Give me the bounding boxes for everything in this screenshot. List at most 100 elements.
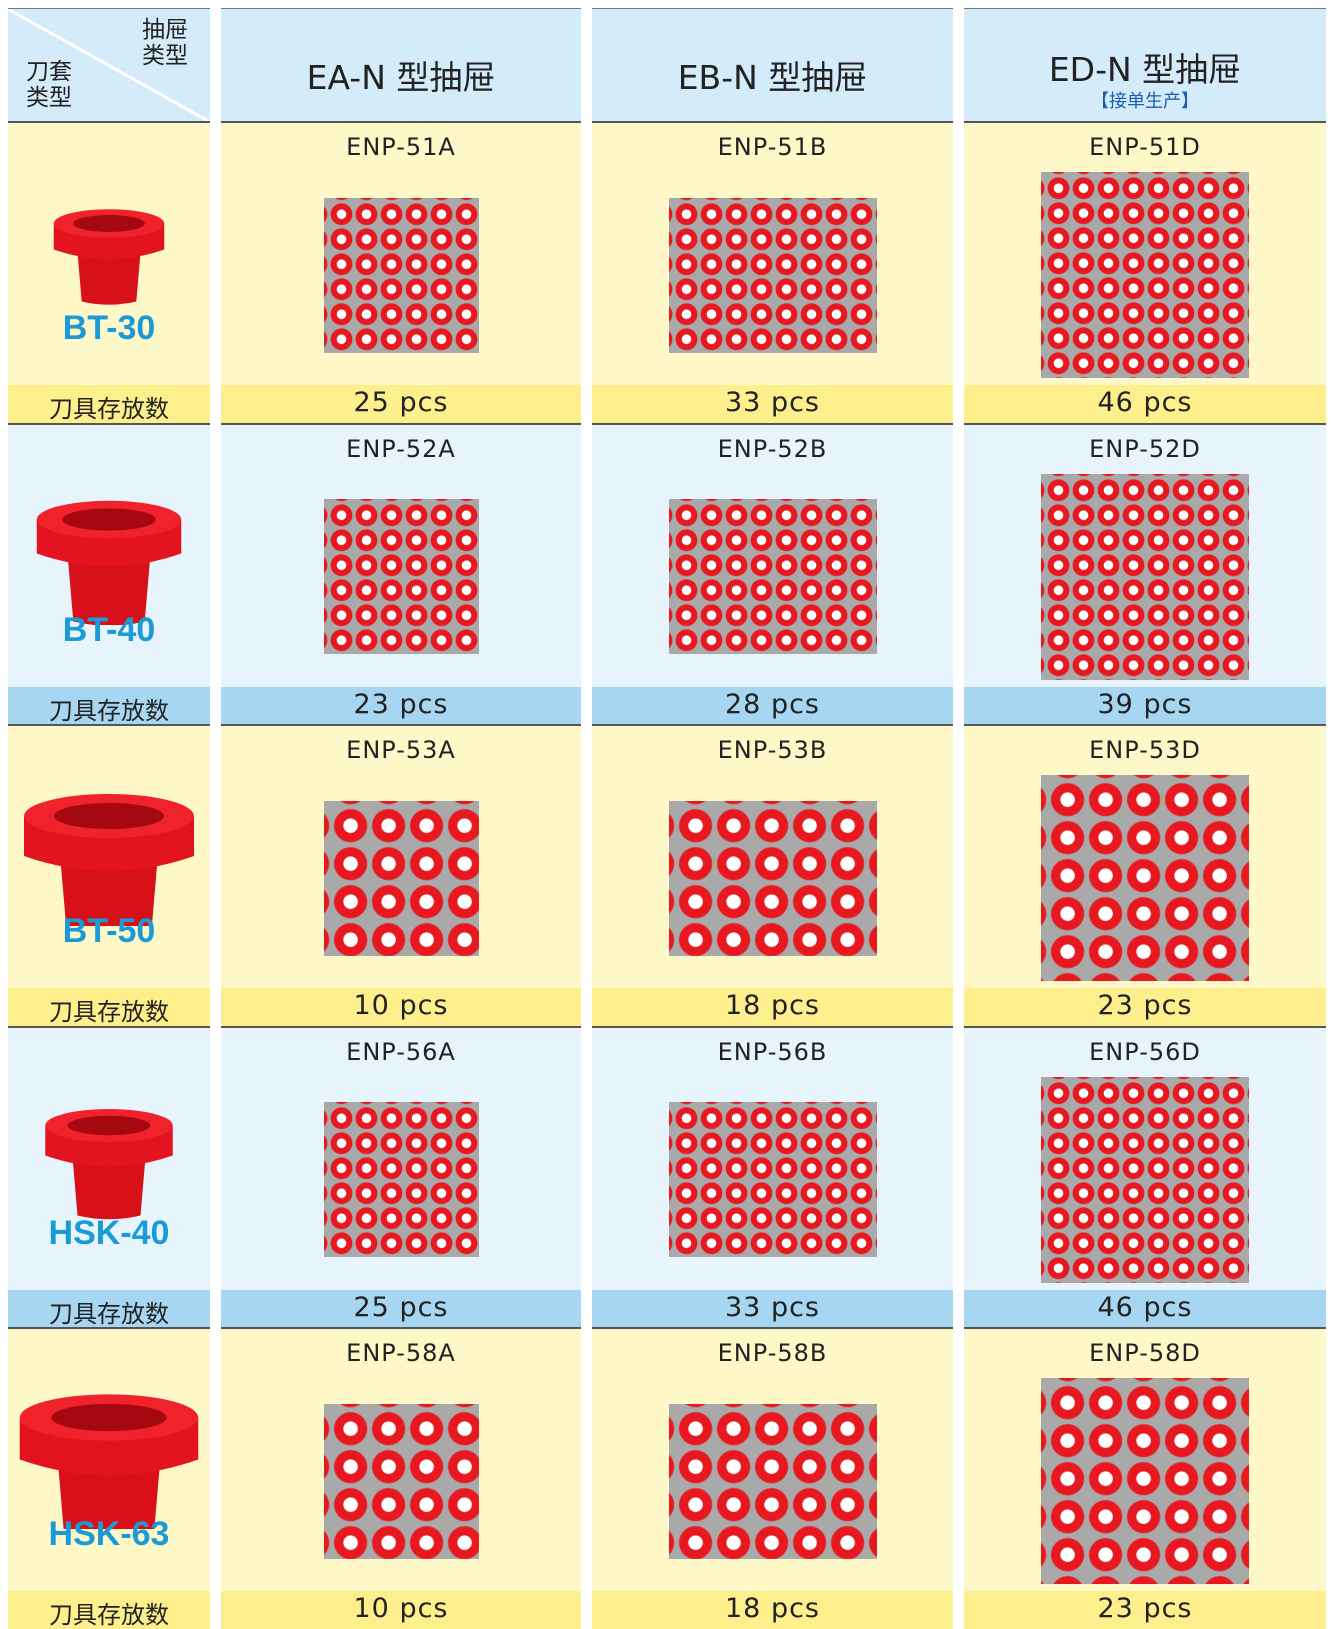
count-cell: 10 pcs bbox=[221, 1591, 581, 1629]
count-cell: 33 pcs bbox=[592, 1289, 953, 1327]
tool-label: BT-40 bbox=[62, 610, 156, 649]
tool-icon bbox=[19, 1394, 199, 1529]
drawer-image bbox=[323, 1403, 479, 1559]
count-cell: 23 pcs bbox=[964, 988, 1326, 1026]
count-value: 39 pcs bbox=[1097, 688, 1193, 720]
product-cell: ENP-56B bbox=[592, 1025, 953, 1290]
count-value: 33 pcs bbox=[725, 1291, 820, 1323]
drawer-image bbox=[1041, 473, 1249, 680]
drawer-image bbox=[668, 800, 877, 956]
drawer-image bbox=[1041, 1378, 1249, 1584]
product-cell: BT-30 bbox=[8, 121, 210, 385]
model-code: ENP-52D bbox=[1089, 434, 1201, 463]
count-cell: 刀具存放数 bbox=[8, 988, 210, 1026]
count-value: 23 pcs bbox=[1097, 1593, 1193, 1624]
product-cell: ENP-56D bbox=[964, 1025, 1326, 1290]
count-cell: 23 pcs bbox=[964, 1591, 1326, 1629]
count-cell: 刀具存放数 bbox=[8, 385, 210, 423]
product-cell: ENP-56A bbox=[221, 1025, 581, 1290]
model-code: ENP-53B bbox=[717, 736, 828, 764]
product-cell: HSK-63 bbox=[8, 1327, 210, 1591]
model-code: ENP-53D bbox=[1089, 736, 1201, 764]
model-code: ENP-56A bbox=[346, 1037, 456, 1066]
column-note: 【接单生产】 bbox=[1091, 91, 1199, 112]
count-label: 刀具存放数 bbox=[49, 395, 169, 423]
drawer-image bbox=[668, 1403, 877, 1559]
count-cell: 10 pcs bbox=[221, 988, 581, 1026]
count-value: 18 pcs bbox=[725, 1593, 820, 1624]
product-cell: BT-40 bbox=[8, 422, 210, 687]
product-cell: ENP-53D bbox=[964, 724, 1326, 988]
count-value: 25 pcs bbox=[353, 1291, 449, 1323]
tool-label: BT-50 bbox=[62, 912, 156, 950]
header-cell: ED-N 型抽屉 【接单生产】 bbox=[964, 8, 1326, 121]
drawer-image bbox=[323, 800, 479, 956]
count-cell: 18 pcs bbox=[592, 1591, 953, 1629]
product-cell: BT-50 bbox=[8, 724, 210, 988]
model-code: ENP-56B bbox=[717, 1037, 828, 1066]
count-value: 28 pcs bbox=[725, 688, 820, 720]
count-label: 刀具存放数 bbox=[49, 696, 169, 725]
column-title: ED-N 型抽屉 bbox=[1048, 50, 1242, 89]
drawer-image bbox=[1041, 775, 1249, 981]
product-cell: ENP-53A bbox=[221, 724, 581, 988]
count-label: 刀具存放数 bbox=[49, 1601, 169, 1629]
tool-icon bbox=[53, 209, 165, 305]
count-value: 23 pcs bbox=[1097, 990, 1193, 1021]
model-code: ENP-58B bbox=[717, 1339, 828, 1367]
count-value: 10 pcs bbox=[353, 1593, 449, 1624]
count-value: 25 pcs bbox=[353, 387, 449, 418]
count-value: 46 pcs bbox=[1097, 1291, 1193, 1323]
product-cell: ENP-52D bbox=[964, 422, 1326, 687]
count-cell: 刀具存放数 bbox=[8, 686, 210, 725]
product-cell: ENP-53B bbox=[592, 724, 953, 988]
model-code: ENP-52B bbox=[717, 434, 828, 463]
count-cell: 18 pcs bbox=[592, 988, 953, 1026]
count-cell: 39 pcs bbox=[964, 686, 1326, 724]
model-code: ENP-52A bbox=[346, 434, 456, 463]
count-cell: 25 pcs bbox=[221, 385, 581, 423]
drawer-image bbox=[323, 1102, 479, 1257]
tool-icon bbox=[36, 500, 182, 625]
product-cell: ENP-58B bbox=[592, 1327, 953, 1591]
model-code: ENP-58D bbox=[1089, 1339, 1201, 1367]
model-code: ENP-58A bbox=[346, 1339, 456, 1367]
model-code: ENP-56D bbox=[1089, 1037, 1201, 1066]
drawer-image bbox=[1041, 1076, 1249, 1283]
tool-label: HSK-40 bbox=[48, 1213, 170, 1252]
model-code: ENP-53A bbox=[346, 736, 456, 764]
count-value: 33 pcs bbox=[725, 387, 820, 418]
count-cell: 25 pcs bbox=[221, 1289, 581, 1327]
header-cell: EA-N 型抽屉 bbox=[221, 8, 581, 121]
count-value: 10 pcs bbox=[353, 990, 449, 1021]
count-cell: 28 pcs bbox=[592, 686, 953, 724]
corner-bottom: 刀套类型 bbox=[26, 59, 72, 111]
drawer-image bbox=[323, 197, 479, 353]
model-code: ENP-51B bbox=[717, 133, 828, 161]
drawer-image bbox=[668, 499, 877, 654]
product-cell: ENP-52A bbox=[221, 422, 581, 687]
count-cell: 46 pcs bbox=[964, 1289, 1326, 1327]
tool-label: HSK-63 bbox=[48, 1515, 170, 1553]
product-cell: ENP-51B bbox=[592, 121, 953, 385]
tool-icon bbox=[45, 1108, 173, 1219]
drawer-image bbox=[1041, 172, 1249, 378]
drawer-image bbox=[323, 499, 479, 654]
count-label: 刀具存放数 bbox=[49, 1299, 169, 1328]
column-title: EA-N 型抽屉 bbox=[306, 58, 496, 97]
drawer-image bbox=[668, 197, 877, 353]
count-cell: 46 pcs bbox=[964, 385, 1326, 423]
product-cell: ENP-51A bbox=[221, 121, 581, 385]
tool-label: BT-30 bbox=[62, 309, 156, 347]
count-cell: 23 pcs bbox=[221, 686, 581, 724]
count-cell: 刀具存放数 bbox=[8, 1289, 210, 1328]
diagonal bbox=[8, 9, 210, 122]
corner-cell: 抽屉类型 刀套类型 bbox=[8, 8, 210, 122]
header-cell: EB-N 型抽屉 bbox=[592, 8, 953, 121]
count-cell: 刀具存放数 bbox=[8, 1591, 210, 1629]
count-value: 46 pcs bbox=[1097, 387, 1193, 418]
count-label: 刀具存放数 bbox=[49, 998, 169, 1026]
product-cell: ENP-52B bbox=[592, 422, 953, 687]
count-value: 18 pcs bbox=[725, 990, 820, 1021]
